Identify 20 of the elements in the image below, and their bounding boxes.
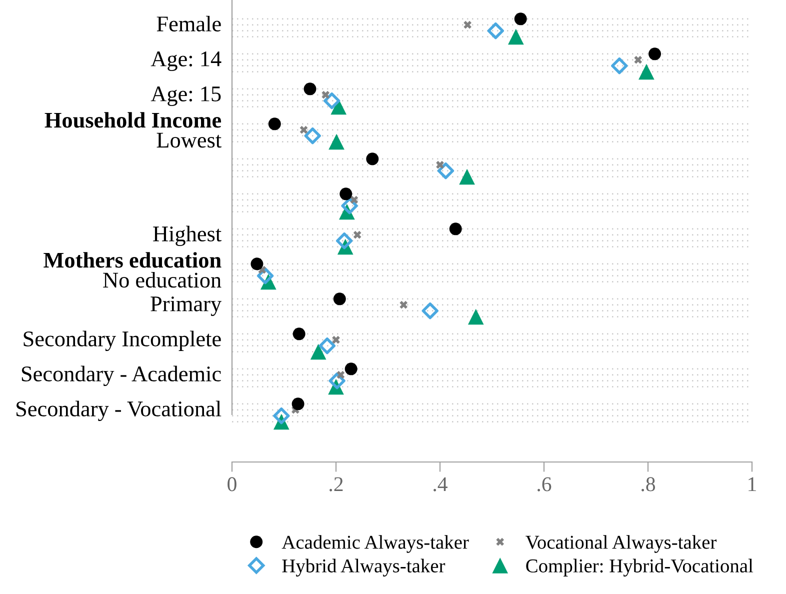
x-tick-label: 0 (228, 477, 236, 492)
x-tick-label: .8 (642, 477, 656, 492)
x-tick-label: .4 (434, 477, 448, 492)
y-tick-label: Household Income Lowest (44, 112, 222, 148)
legend-label: Academic Always-taker (282, 535, 469, 553)
y-tick-label: Female (156, 16, 221, 32)
y-tick-label: Secondary - Academic (22, 366, 221, 386)
y-tick-label: Secondary - Vocational (16, 400, 222, 422)
x-tick-label: .2 (330, 477, 343, 492)
legend-label: Complier: Hybrid-Vocational (526, 558, 754, 576)
x-tick-label: 1 (748, 477, 756, 492)
x-tick-label: .6 (538, 477, 552, 492)
y-tick-label: Mothers education No education (44, 252, 222, 288)
legend-label: Hybrid Always-taker (282, 558, 446, 576)
y-tick-label: Age: 15 (150, 86, 221, 106)
y-tick-label: Highest (153, 226, 222, 246)
legend-label: Vocational Always-taker (526, 535, 717, 553)
y-tick-label: Age: 14 (150, 52, 222, 71)
y-tick-label: Primary (150, 296, 222, 316)
y-tick-label: Secondary Incomplete (24, 330, 221, 352)
